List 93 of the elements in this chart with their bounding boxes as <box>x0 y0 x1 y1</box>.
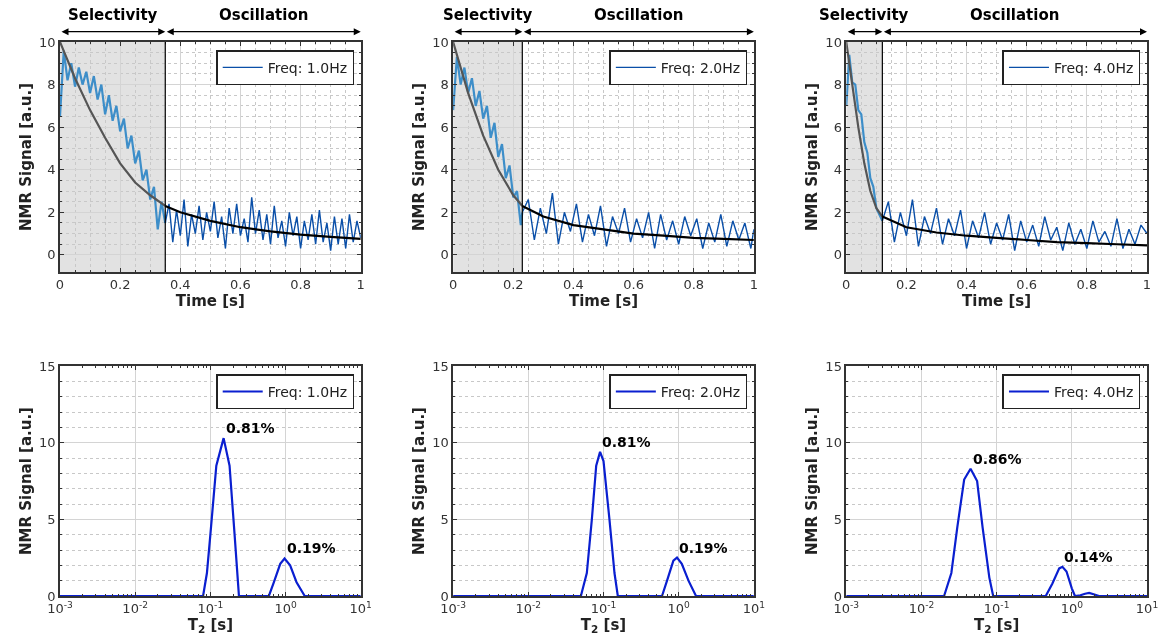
y-tick-label: 2 <box>833 204 842 220</box>
y-tick-label: 10 <box>825 435 842 451</box>
legend-label: Freq: 1.0Hz <box>267 59 348 76</box>
y-tick-label: 4 <box>47 162 56 178</box>
x-tick-label: 10$^{0}$ <box>1060 599 1084 617</box>
y-tick-label: 5 <box>440 511 449 527</box>
y-tick-label: 6 <box>440 119 449 135</box>
x-tick-label: 0.2 <box>109 277 131 293</box>
x-tick-label: 10$^{-2}$ <box>122 599 148 617</box>
y-tick-label: 0 <box>833 247 842 263</box>
legend-label: Freq: 2.0Hz <box>660 383 741 400</box>
y-tick-label: 4 <box>440 162 449 178</box>
x-tick-label: 10$^{-1}$ <box>983 599 1010 617</box>
x-tick-label: 0.6 <box>230 277 251 293</box>
text: Oscillation <box>219 6 309 24</box>
y-tick-label: 15 <box>432 358 449 374</box>
legend-label: Freq: 4.0Hz <box>1053 383 1134 400</box>
x-tick-label: 0.2 <box>502 277 524 293</box>
x-tick-label: 10$^{-2}$ <box>908 599 935 617</box>
y-tick-label: 10 <box>39 435 56 451</box>
x-tick-label: 10$^{0}$ <box>274 599 297 617</box>
x-axis-title: Time [s] <box>962 292 1032 311</box>
x-tick-label: 1 <box>356 277 365 293</box>
y-tick-label: 4 <box>833 162 842 178</box>
x-tick-label: 0.8 <box>683 277 705 293</box>
x-axis-title: T$_{2}$ [s] <box>187 616 234 636</box>
annotation: 0.19% <box>287 540 336 556</box>
line-series <box>453 55 524 227</box>
y-axis-title: NMR Signal [a.u.] <box>803 82 822 231</box>
x-axis-title: T$_{2}$ [s] <box>973 616 1020 636</box>
x-tick-label: 10$^{1}$ <box>349 599 372 617</box>
y-axis-title: NMR Signal [a.u.] <box>409 407 428 556</box>
legend-label: Freq: 1.0Hz <box>267 383 348 400</box>
x-tick-label: 0.6 <box>623 277 644 293</box>
y-tick-label: 0 <box>440 588 449 604</box>
x-tick-label: 1 <box>1142 277 1152 293</box>
y-axis-title: NMR Signal [a.u.] <box>409 82 428 231</box>
y-tick-label: 2 <box>440 204 449 220</box>
y-tick-label: 8 <box>47 77 56 93</box>
annotation: 0.86% <box>973 451 1022 467</box>
y-tick-label: 15 <box>825 358 842 374</box>
x-tick-label: 0.4 <box>169 277 191 293</box>
y-tick-label: 6 <box>833 119 842 135</box>
text: Oscillation <box>970 6 1060 24</box>
y-tick-label: 10 <box>39 34 56 50</box>
y-tick-label: 8 <box>440 77 449 93</box>
x-tick-label: 10$^{1}$ <box>742 599 766 617</box>
y-tick-label: 0 <box>47 247 56 263</box>
y-tick-label: 5 <box>833 511 842 527</box>
y-tick-label: 10 <box>432 435 449 451</box>
annotation: 0.19% <box>679 540 728 556</box>
x-tick-label: 0.2 <box>896 277 917 293</box>
y-tick-label: 2 <box>47 204 56 220</box>
y-tick-label: 5 <box>47 511 56 527</box>
annotation: 0.81% <box>602 434 651 450</box>
x-tick-label: 10$^{0}$ <box>667 599 691 617</box>
x-axis-title: Time [s] <box>568 292 639 311</box>
x-tick-label: 0.4 <box>956 277 977 293</box>
x-tick-label: 10$^{-1}$ <box>590 599 617 617</box>
annotation: 0.14% <box>1064 549 1113 565</box>
x-tick-label: 0.6 <box>1016 277 1038 293</box>
line-series <box>453 42 524 208</box>
y-tick-label: 0 <box>833 588 842 604</box>
line-series <box>60 42 167 208</box>
x-tick-label: 0.4 <box>563 277 584 293</box>
y-axis-title: NMR Signal [a.u.] <box>16 407 35 556</box>
annotation: 0.81% <box>226 420 275 436</box>
band-label: Selectivity <box>443 6 533 24</box>
y-tick-label: 0 <box>47 588 56 604</box>
x-tick-label: 1 <box>749 277 759 293</box>
y-tick-label: 15 <box>39 358 56 374</box>
x-tick-label: 10$^{1}$ <box>1135 599 1159 617</box>
line-series <box>164 196 361 252</box>
y-tick-label: 8 <box>833 77 842 93</box>
x-tick-label: 0.8 <box>290 277 311 293</box>
y-tick-label: 0 <box>440 247 449 263</box>
x-tick-label: 10$^{-2}$ <box>515 599 542 617</box>
y-tick-label: 10 <box>825 34 842 50</box>
band-label: Selectivity <box>819 6 909 24</box>
y-axis-title: NMR Signal [a.u.] <box>16 82 35 231</box>
y-tick-label: 10 <box>432 34 449 50</box>
text: Oscillation <box>594 6 684 24</box>
line-series <box>881 198 1147 252</box>
line-series <box>521 192 754 250</box>
x-axis-title: Time [s] <box>175 292 245 311</box>
legend-label: Freq: 4.0Hz <box>1053 59 1134 76</box>
legend-label: Freq: 2.0Hz <box>660 59 741 76</box>
x-axis-title: T$_{2}$ [s] <box>580 616 627 636</box>
x-tick-label: 0.8 <box>1076 277 1098 293</box>
y-tick-label: 6 <box>47 119 56 135</box>
y-axis-title: NMR Signal [a.u.] <box>803 407 822 556</box>
x-tick-label: 10$^{-1}$ <box>197 599 224 617</box>
band-label: Selectivity <box>68 6 158 24</box>
